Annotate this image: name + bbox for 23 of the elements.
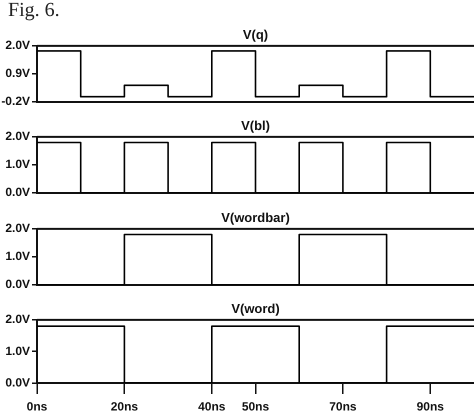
y-tick-label: 1.0V xyxy=(5,344,30,358)
chart-title: V(word) xyxy=(231,301,280,316)
x-tick-label: 90ns xyxy=(416,400,444,414)
y-tick-label: 0.0V xyxy=(5,376,30,390)
x-tick-label: 0ns xyxy=(26,400,48,414)
y-tick-label: 0.0V xyxy=(5,185,30,200)
y-tick-label: 2.0V xyxy=(5,129,30,144)
y-tick-label: 0.0V xyxy=(5,277,30,292)
y-tick-label: 2.0V xyxy=(5,38,30,52)
y-tick-label: -0.2V xyxy=(1,94,30,108)
chart-title: V(bl) xyxy=(241,118,270,134)
x-tick-label: 20ns xyxy=(110,400,138,414)
chart-title: V(q) xyxy=(242,26,268,42)
x-tick-label: 50ns xyxy=(242,400,270,414)
x-tick-label: 40ns xyxy=(198,400,226,414)
y-tick-label: 2.0V xyxy=(5,221,30,236)
x-tick-label: 70ns xyxy=(329,400,357,414)
y-tick-label: 1.0V xyxy=(5,249,30,264)
y-tick-label: 2.0V xyxy=(5,312,30,326)
y-tick-label: 0.9V xyxy=(5,66,30,80)
y-tick-label: 1.0V xyxy=(5,157,30,172)
chart-title: V(wordbar) xyxy=(221,210,290,226)
caption: Fig. 6. xyxy=(8,0,60,21)
